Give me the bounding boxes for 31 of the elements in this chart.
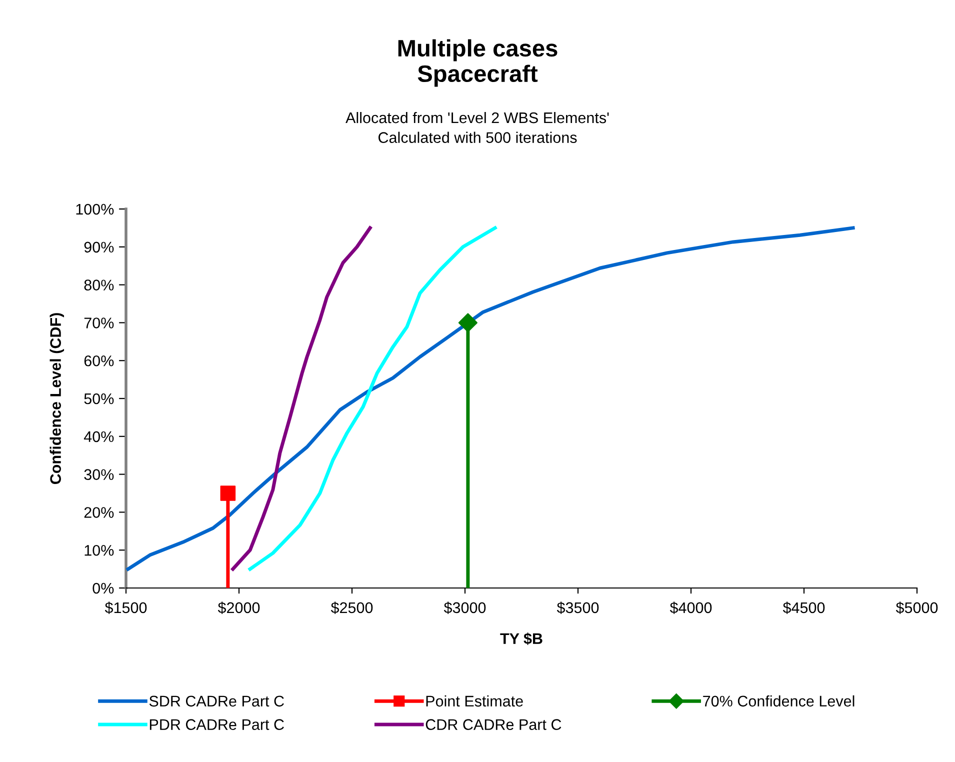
chart-title: Multiple cases Spacecraft bbox=[398, 39, 558, 87]
x-tick-label: $2500 bbox=[330, 602, 373, 614]
x-tick-label: $1500 bbox=[104, 602, 147, 614]
y-tick-label: 10% bbox=[84, 544, 114, 556]
line-series bbox=[126, 226, 855, 571]
line-series bbox=[231, 226, 372, 571]
y-tick-label: 60% bbox=[84, 355, 114, 366]
legend-label: Point Estimate bbox=[426, 695, 523, 707]
x-tick-label: $5000 bbox=[896, 602, 938, 614]
legend-label: PDR CADRe Part C bbox=[150, 719, 284, 730]
legend-label: SDR CADRe Part C bbox=[149, 696, 284, 707]
x-tick-label: $2000 bbox=[218, 602, 260, 614]
y-axis-title: Confidence Level (CDF) bbox=[50, 313, 64, 484]
legend-label: 70% Confidence Level bbox=[703, 695, 854, 707]
y-tick-label: 30% bbox=[84, 469, 114, 480]
y-tick-label: 100% bbox=[76, 204, 114, 215]
x-tick-label: $3000 bbox=[444, 602, 486, 614]
y-tick-label: 90% bbox=[84, 242, 114, 253]
x-tick-label: $4000 bbox=[670, 602, 712, 614]
line-series bbox=[248, 226, 497, 571]
y-tick-label: 40% bbox=[84, 431, 114, 442]
y-tick-label: 70% bbox=[84, 318, 114, 328]
y-tick-label: 0% bbox=[92, 582, 114, 594]
legend-label: CDR CADRe Part C bbox=[426, 719, 562, 730]
y-tick-label: 50% bbox=[84, 393, 114, 404]
x-tick-label: $4500 bbox=[782, 602, 825, 614]
x-tick-label: $3500 bbox=[556, 602, 599, 614]
x-axis-title: TY $B bbox=[500, 632, 542, 646]
y-tick-label: 80% bbox=[84, 280, 114, 290]
chart-subtitle: Allocated from 'Level 2 WBS Elements' Calculated with 500 iterations bbox=[346, 112, 609, 143]
y-tick-label: 20% bbox=[84, 507, 114, 518]
